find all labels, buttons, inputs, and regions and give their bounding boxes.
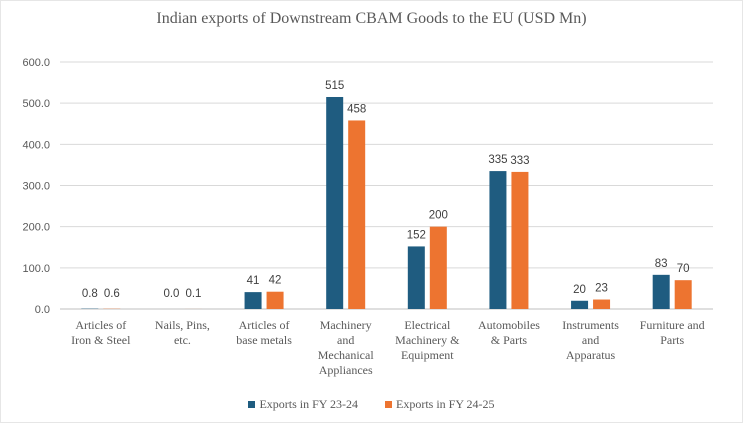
bar-fy24-25	[348, 120, 366, 309]
y-tick-label: 300.0	[22, 181, 50, 193]
x-category-label-line: Apparatus	[566, 348, 616, 362]
data-label: 70	[677, 263, 690, 275]
y-tick-label: 0.0	[35, 304, 50, 316]
bar-fy23-24	[489, 171, 507, 309]
x-category-label-line: base metals	[236, 333, 292, 347]
x-category-label: Articles of Iron & Steel	[71, 318, 131, 347]
x-category-label: Automobiles & Parts	[478, 318, 540, 347]
x-category-label-line: Automobiles	[478, 318, 540, 332]
y-tick-label: 500.0	[22, 98, 50, 110]
data-label: 200	[429, 210, 448, 222]
data-label: 20	[573, 284, 586, 296]
bar-fy23-24	[652, 274, 670, 309]
data-label: 0.6	[104, 288, 120, 300]
data-label: 0.0	[163, 288, 179, 300]
x-category-label-line: Mechanical	[318, 348, 375, 362]
legend: Exports in FY 23-24 Exports in FY 24-25	[0, 397, 743, 412]
data-label: 42	[269, 275, 282, 287]
legend-label-fy24-25: Exports in FY 24-25	[396, 397, 495, 411]
bar-fy24-25	[429, 226, 447, 309]
x-category-label-line: and	[337, 333, 354, 347]
legend-swatch-fy23-24	[248, 401, 256, 408]
y-tick-label: 400.0	[22, 139, 50, 151]
bar-fy23-24	[571, 300, 589, 309]
x-category-label: Machinery and Mechanical Appliances	[318, 318, 375, 377]
x-category-label-line: & Parts	[491, 333, 528, 347]
bar-fy23-24	[244, 292, 262, 309]
x-category-label-line: etc.	[174, 333, 191, 347]
data-label: 335	[488, 154, 507, 166]
data-label: 0.8	[82, 288, 98, 300]
x-category-label-line: Electrical	[404, 318, 451, 332]
x-category-label-line: Equipment	[401, 348, 454, 362]
y-tick-label: 200.0	[22, 222, 50, 234]
x-category-label-line: Machinery	[320, 318, 372, 332]
data-label: 83	[655, 258, 668, 270]
x-category-label-line: Iron & Steel	[71, 333, 131, 347]
x-category-label-line: Instruments	[562, 318, 619, 332]
x-category-label-line: Nails, Pins,	[155, 318, 210, 332]
x-category-label-line: Furniture and	[640, 318, 705, 332]
data-label: 515	[325, 80, 344, 92]
data-label: 23	[595, 283, 608, 295]
x-category-label: Electrical Machinery & Equipment	[395, 318, 460, 362]
data-label: 0.1	[185, 288, 201, 300]
legend-swatch-fy24-25	[385, 401, 392, 408]
data-label: 152	[407, 229, 426, 241]
data-label: 458	[347, 103, 366, 115]
legend-label-fy23-24: Exports in FY 23-24	[259, 397, 358, 411]
bar-fy24-25	[674, 280, 692, 309]
x-category-label-line: and	[582, 333, 599, 347]
x-category-label: Nails, Pins, etc.	[155, 318, 210, 347]
x-category-label: Articles of base metals	[236, 318, 292, 347]
x-category-label: Instruments and Apparatus	[562, 318, 619, 362]
x-category-label-line: Parts	[660, 333, 684, 347]
x-category-label-line: Articles of	[75, 318, 126, 332]
legend-item-fy23-24: Exports in FY 23-24	[248, 397, 358, 412]
data-label: 333	[510, 155, 529, 167]
bar-fy23-24	[326, 96, 344, 309]
x-category-label: Furniture and Parts	[640, 318, 705, 347]
bar-fy24-25	[593, 299, 611, 309]
x-category-label-line: Machinery &	[395, 333, 460, 347]
bar-fy23-24	[407, 246, 425, 309]
legend-item-fy24-25: Exports in FY 24-25	[385, 397, 495, 412]
x-category-label-line: Appliances	[319, 363, 373, 377]
chart-title: Indian exports of Downstream CBAM Goods …	[156, 10, 587, 27]
data-label: 41	[247, 275, 260, 287]
x-category-label-line: Articles of	[239, 318, 290, 332]
bar-fy24-25	[511, 171, 529, 309]
y-tick-label: 600.0	[22, 57, 50, 69]
y-tick-label: 100.0	[22, 263, 50, 275]
bar-fy24-25	[266, 291, 284, 309]
